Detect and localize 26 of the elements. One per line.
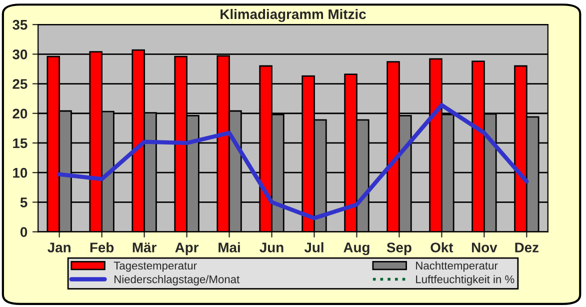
x-tick-label: Mär xyxy=(132,242,156,252)
y-tick-label: 25 xyxy=(12,79,28,89)
x-tick-label: Jun xyxy=(260,242,284,252)
legend-label: Tagestemperatur xyxy=(114,262,197,272)
x-tick-label: Nov xyxy=(472,242,498,252)
chart-title: Klimadiagramm Mitzic xyxy=(220,8,366,22)
x-tick-label: Jan xyxy=(48,242,70,252)
y-tick-label: 15 xyxy=(13,138,28,148)
y-tick-label: 10 xyxy=(13,168,28,178)
x-tick-label: Aug xyxy=(344,242,370,256)
x-tick-label: Mai xyxy=(218,242,240,252)
legend-label: Niederschlagstage/Monat xyxy=(114,275,240,286)
x-tick-label: Dez xyxy=(515,242,539,252)
x-tick-label: Apr xyxy=(175,242,199,256)
x-tick-label: Sep xyxy=(386,242,412,256)
x-tick-label: Feb xyxy=(90,242,114,252)
y-tick-label: 20 xyxy=(12,108,28,119)
y-tick-label: 35 xyxy=(12,20,28,30)
legend-label: Nachttemperatur xyxy=(416,261,498,272)
y-tick-label: 0 xyxy=(20,227,28,237)
legend-label: Luftfeuchtigkeit in % xyxy=(416,275,514,286)
line-series xyxy=(57,102,529,220)
y-tick-label: 5 xyxy=(20,198,28,208)
x-tick-label: Okt xyxy=(430,242,454,252)
x-tick-label: Jul xyxy=(304,242,324,252)
y-tick-label: 30 xyxy=(12,50,28,60)
